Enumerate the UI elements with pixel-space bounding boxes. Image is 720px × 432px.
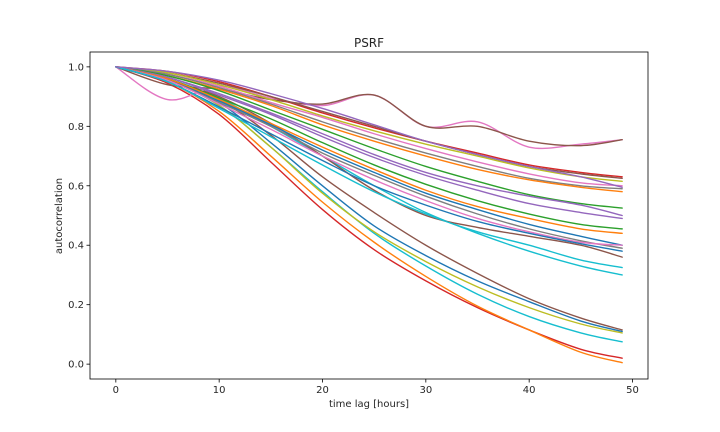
series-line-27: [115, 66, 623, 188]
series-line-13: [115, 66, 623, 183]
series-line-23: [115, 66, 623, 249]
y-axis-label: autocorrelation: [54, 178, 65, 254]
series-line-18: [115, 66, 623, 217]
x-tick-label: 20: [316, 385, 329, 396]
series-line-26: [115, 66, 623, 269]
y-tick-label: 0.2: [68, 300, 84, 311]
y-tick-label: 0.6: [68, 181, 84, 192]
series-line-19: [115, 66, 623, 220]
series-line-15: [115, 66, 623, 190]
series-line-22: [115, 66, 623, 246]
plot-frame: [89, 51, 649, 380]
y-tick-label: 0.4: [68, 241, 84, 252]
x-tick-label: 50: [626, 385, 639, 396]
x-tick-label: 10: [213, 385, 226, 396]
series-line-20: [115, 66, 623, 230]
x-axis-label: time lag [hours]: [329, 399, 409, 410]
series-line-24: [115, 66, 623, 246]
y-tick-label: 0.8: [68, 122, 84, 133]
y-tick-label: 1.0: [68, 62, 84, 73]
series-layer: [115, 66, 623, 364]
series-line-17: [115, 66, 623, 209]
chart-title: PSRF: [354, 36, 384, 50]
series-line-21: [115, 66, 623, 235]
series-line-16: [115, 66, 623, 193]
series-line-8: [115, 66, 623, 258]
series-line-11: [115, 66, 623, 178]
y-tick-label: 0.0: [68, 360, 84, 371]
series-line-14: [115, 66, 623, 187]
x-tick-label: 40: [523, 385, 536, 396]
x-tick-label: 0: [113, 385, 119, 396]
series-line-2: [115, 66, 623, 364]
tick-layer: 0 10 20 30 40 50 0.0 0.2 0.4 0.6 0.8 1.0: [68, 62, 639, 396]
series-line-25: [115, 66, 623, 252]
x-tick-label: 30: [419, 385, 432, 396]
